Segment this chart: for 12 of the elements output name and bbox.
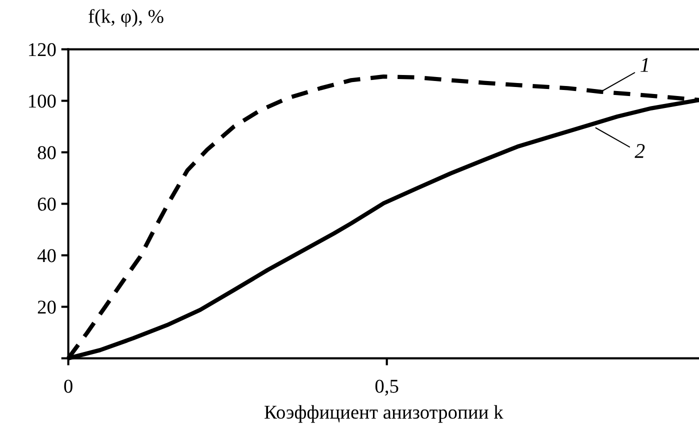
y-tick-label: 80 — [38, 146, 56, 160]
x-tick-label: 0 — [64, 380, 72, 393]
y-tick-label: 40 — [37, 249, 56, 262]
annotation: 2 — [634, 144, 645, 158]
x-tick-label: 0,5 — [375, 380, 398, 396]
x-axis-title: Коэффициент анизотропии k — [264, 405, 504, 423]
y-tick-label: 60 — [38, 198, 56, 211]
y-tick-label: 20 — [38, 300, 56, 314]
y-tick-label: 120 — [29, 43, 56, 56]
y-tick-label: 100 — [29, 94, 56, 108]
y-axis-title: f(k, φ), % — [88, 9, 164, 27]
annotation: 1 — [640, 58, 648, 72]
